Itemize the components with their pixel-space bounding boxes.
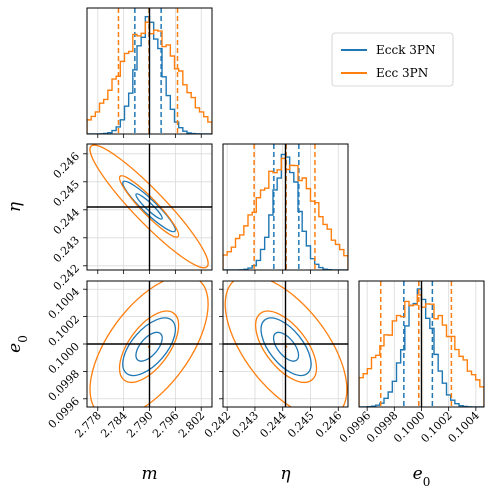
panel-frame xyxy=(222,143,349,271)
x-tick-label: 0.242 xyxy=(202,409,233,440)
contour-ecck-3pn xyxy=(135,331,163,362)
x-tick-label: 2.790 xyxy=(124,409,155,440)
contour-ecck-3pn xyxy=(122,317,177,377)
y-tick-label: 0.243 xyxy=(51,234,82,265)
contour-ecc-3pn xyxy=(254,310,318,383)
contour-ecck-3pn xyxy=(122,180,177,233)
x-axis-label-eta: η xyxy=(280,464,291,484)
panel-content xyxy=(87,8,212,134)
panel-e0-vs-eta xyxy=(219,280,349,411)
contour-ecc-3pn xyxy=(118,175,180,238)
axis-label-sub: 0 xyxy=(423,475,431,489)
panel-content xyxy=(223,281,348,407)
contour-ecc-3pn xyxy=(89,144,209,269)
axis-label-main: e xyxy=(413,464,423,484)
legend-label-0: Ecck 3PN xyxy=(376,43,436,57)
x-axis-label-m: m xyxy=(141,464,157,484)
panel-e0-vs-m xyxy=(83,280,213,411)
y-tick-label: 0.242 xyxy=(51,262,82,293)
contour-ecc-3pn xyxy=(89,281,209,407)
axis-label-main: η xyxy=(280,464,291,484)
y-tick-label: 0.244 xyxy=(51,206,82,237)
legend-label-1: Ecc 3PN xyxy=(376,66,428,80)
legend: Ecck 3PN Ecc 3PN xyxy=(331,32,454,87)
panel-m-vs-m xyxy=(86,7,213,138)
x-tick-label: 2.778 xyxy=(72,409,103,440)
axis-label-sub: 0 xyxy=(16,335,30,343)
x-tick-label: 0.245 xyxy=(285,409,316,440)
y-tick-label: 0.1004 xyxy=(46,285,82,321)
contour-ecck-3pn xyxy=(260,317,312,377)
panel-content xyxy=(87,281,212,407)
axis-label-main: m xyxy=(141,464,157,484)
panel-e0-vs-e0 xyxy=(358,280,485,411)
ticks-layer: 2.7782.7842.7902.7962.8020.2420.2430.244… xyxy=(46,150,482,446)
x-tick-label: 0.243 xyxy=(230,409,261,440)
axis-label-main: e xyxy=(5,343,25,353)
contour-ecck-3pn xyxy=(135,193,163,220)
panels-layer xyxy=(83,7,485,411)
contour-ecck-3pn xyxy=(272,331,300,362)
x-tick-label: 2.784 xyxy=(98,409,129,440)
y-axis-label-eta: η xyxy=(5,201,25,212)
x-tick-label: 0.244 xyxy=(257,409,288,440)
panel-content xyxy=(87,144,212,270)
contour-ecc-3pn xyxy=(118,310,180,383)
panel-content xyxy=(223,144,348,270)
x-tick-label: 2.796 xyxy=(150,409,181,440)
panel-eta-vs-m xyxy=(83,143,213,274)
x-axis-label-e0: e0 xyxy=(413,464,431,489)
axis-label-main: η xyxy=(5,201,25,212)
y-axis-label-e0: e0 xyxy=(5,335,30,353)
contour-ecc-3pn xyxy=(224,281,348,407)
y-tick-label: 0.245 xyxy=(51,178,82,209)
panel-content xyxy=(359,281,484,407)
panel-eta-vs-eta xyxy=(222,143,349,274)
x-tick-label: 2.802 xyxy=(176,409,207,440)
y-tick-label: 0.246 xyxy=(51,150,82,181)
